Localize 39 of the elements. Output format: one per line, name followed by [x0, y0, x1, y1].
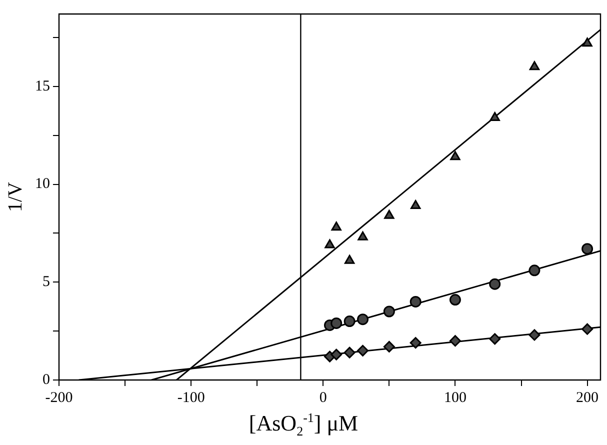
y-axis-title: 1/V [4, 181, 26, 212]
point [383, 306, 395, 318]
point [331, 222, 342, 231]
point [324, 239, 335, 248]
point [528, 264, 540, 276]
point [582, 323, 594, 335]
y-tick-label: 5 [42, 274, 50, 290]
point [384, 210, 394, 219]
point [410, 200, 421, 210]
x-axis-title: [AsO$_{2}$$^{-1}$] μM [248, 410, 360, 440]
x-tick-label: -200 [45, 390, 73, 406]
point [357, 344, 369, 356]
point [489, 333, 501, 345]
point [449, 335, 461, 347]
x-tick-label: 100 [444, 390, 466, 406]
point [358, 231, 368, 240]
x-tick-label: 0 [319, 390, 327, 406]
y-tick-label: 10 [35, 176, 50, 192]
point [582, 38, 592, 47]
point [410, 337, 422, 349]
point [450, 151, 460, 160]
point [357, 314, 369, 326]
x-tick-label: -100 [177, 390, 205, 406]
point [529, 61, 540, 70]
point [410, 296, 422, 308]
y-tick-label: 0 [42, 372, 50, 388]
point [344, 254, 355, 264]
point [528, 329, 540, 341]
point [330, 348, 342, 360]
point [344, 346, 356, 358]
point [490, 112, 500, 121]
point [449, 294, 461, 306]
x-tick-label: 200 [576, 390, 599, 406]
point [582, 243, 594, 255]
y-tick-label: 15 [35, 78, 50, 94]
point [330, 317, 342, 329]
point [344, 316, 356, 328]
point [489, 278, 501, 290]
point [383, 340, 395, 352]
